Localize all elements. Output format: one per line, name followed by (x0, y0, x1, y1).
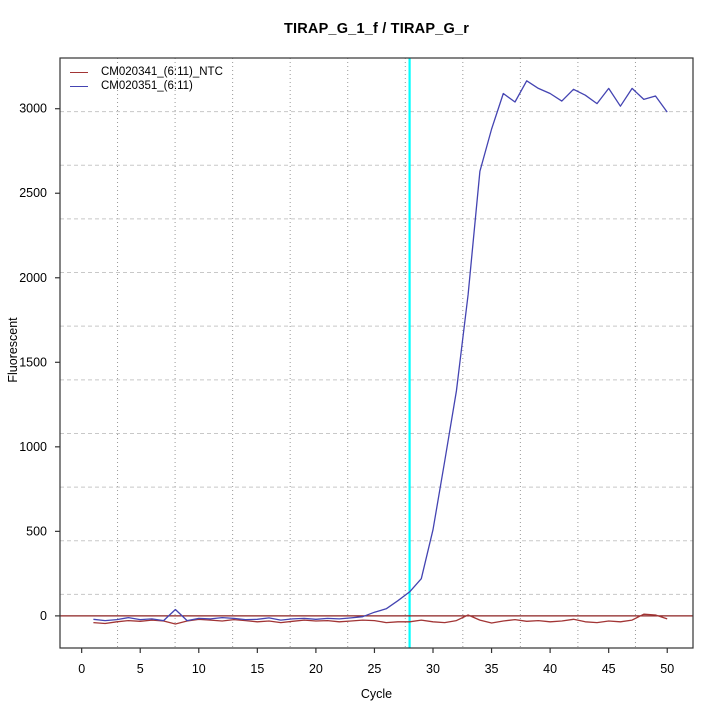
y-tick-label: 2000 (19, 271, 47, 285)
legend: CM020341_(6:11)_NTC CM020351_(6:11) (70, 66, 223, 93)
legend-item-ntc: CM020341_(6:11)_NTC (70, 66, 223, 80)
chart-title: TIRAP_G_1_f / TIRAP_G_r (283, 21, 470, 37)
y-tick-label: 3000 (19, 102, 47, 116)
y-tick-label: 500 (26, 524, 47, 538)
x-tick-label: 20 (309, 662, 323, 676)
legend-label-sample: CM020351_(6:11) (101, 79, 193, 92)
x-tick-label: 10 (192, 662, 206, 676)
x-tick-label: 35 (485, 662, 499, 676)
legend-line-sample (70, 85, 88, 87)
x-tick-label: 25 (367, 662, 381, 676)
x-tick-label: 50 (660, 662, 674, 676)
y-tick-label: 0 (40, 609, 47, 623)
x-tick-label: 30 (426, 662, 440, 676)
x-tick-label: 15 (250, 662, 264, 676)
sample-curve (93, 80, 668, 622)
plot-border (59, 57, 694, 649)
x-tick-label: 0 (78, 662, 85, 676)
y-tick-label: 2500 (19, 186, 47, 200)
x-axis-label: Cycle (360, 687, 393, 701)
y-tick-label: 1500 (19, 355, 47, 369)
y-tick-label: 1000 (19, 440, 47, 454)
legend-line-ntc (70, 72, 88, 74)
x-tick-label: 45 (602, 662, 616, 676)
x-tick-label: 5 (137, 662, 144, 676)
legend-label-ntc: CM020341_(6:11)_NTC (101, 66, 223, 78)
legend-item-sample: CM020351_(6:11) (70, 80, 223, 94)
x-tick-label: 40 (543, 662, 557, 676)
